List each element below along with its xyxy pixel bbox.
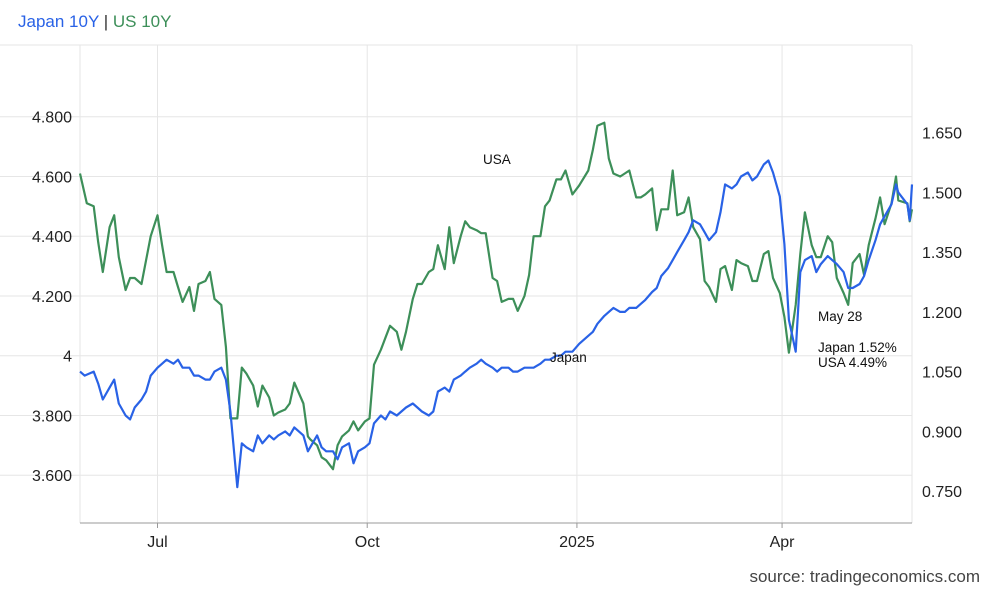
japan-series-line — [79, 159, 914, 489]
legend-separator: | — [103, 12, 109, 31]
y-right-tick-label: 1.350 — [922, 245, 962, 262]
y-right-tick-label: 1.050 — [922, 365, 962, 382]
usa-series-label: USA — [483, 152, 511, 167]
y-left-tick-label: 4.400 — [32, 229, 72, 246]
y-right-tick-label: 0.900 — [922, 424, 962, 441]
series-lines — [78, 121, 914, 489]
y-left-tick-label: 4.800 — [32, 110, 72, 127]
source-credit[interactable]: source: tradingeconomics.com — [749, 567, 980, 586]
y-left-tick-label: 4 — [63, 349, 72, 366]
x-tick-label: Oct — [355, 534, 380, 551]
y-right-tick-label: 1.500 — [922, 185, 962, 202]
x-tick-label: Apr — [770, 534, 796, 551]
y-left-tick-label: 3.800 — [32, 408, 72, 425]
y-left-tick-label: 3.600 — [32, 468, 72, 485]
axes: 3.600 3.800 4 4.200 4.400 4.600 4.800 0.750 0.90… — [32, 110, 962, 551]
legend-us-10y[interactable]: US 10Y — [112, 12, 172, 31]
japan-latest-value: Japan 1.52% — [818, 340, 897, 355]
grid-lines — [0, 44, 913, 523]
annotations: USA Japan May 28 Japan 1.52% USA 4.49% — [483, 152, 897, 370]
y-right-tick-label: 0.750 — [922, 484, 962, 501]
chart-legend: Japan 10Y | US 10Y — [18, 10, 171, 34]
y-left-tick-label: 4.600 — [32, 169, 72, 186]
japan-series-label: Japan — [550, 350, 587, 365]
y-right-tick-label: 1.650 — [922, 126, 962, 143]
y-right-tick-label: 1.200 — [922, 305, 962, 322]
y-left-tick-label: 4.200 — [32, 289, 72, 306]
usa-series-line — [78, 121, 914, 471]
latest-date-label: May 28 — [818, 309, 862, 324]
x-tick-label: 2025 — [559, 534, 595, 551]
x-tick-label: Jul — [147, 534, 167, 551]
usa-latest-value: USA 4.49% — [818, 355, 887, 370]
legend-japan-10y[interactable]: Japan 10Y — [18, 12, 99, 31]
